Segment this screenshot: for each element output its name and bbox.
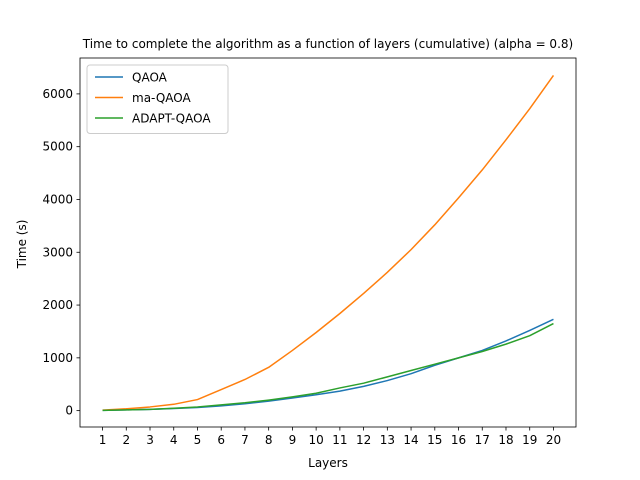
series-layer — [102, 74, 555, 412]
y-tick-label: 6000 — [42, 87, 73, 101]
x-tick-label: 4 — [170, 433, 178, 447]
legend: QAOA ma-QAOA ADAPT-QAOA — [86, 64, 229, 134]
legend-label-qaoa: QAOA — [132, 71, 168, 85]
y-axis: 0 1000 2000 3000 4000 5000 6000 — [42, 87, 80, 418]
x-tick-label: 10 — [308, 433, 323, 447]
legend-box — [86, 64, 229, 134]
x-tick-label: 2 — [122, 433, 130, 447]
x-tick-label: 6 — [217, 433, 225, 447]
y-tick-label: 4000 — [42, 192, 73, 206]
series-line-ma-qaoa — [102, 74, 555, 411]
x-tick-label: 7 — [241, 433, 249, 447]
y-tick-label: 0 — [65, 404, 73, 418]
x-tick-label: 15 — [427, 433, 442, 447]
x-tick-label: 12 — [356, 433, 371, 447]
x-tick-label: 17 — [475, 433, 490, 447]
series-line-qaoa — [102, 318, 554, 412]
x-axis: 1 2 3 4 5 6 7 8 9 10 11 12 13 14 15 16 17 18 19 20 — [99, 427, 561, 447]
plot-frame — [79, 57, 577, 428]
x-tick-label: 1 — [99, 433, 107, 447]
legend-label-adapt-qaoa: ADAPT-QAOA — [132, 112, 211, 126]
y-tick-label: 2000 — [42, 298, 73, 312]
x-tick-label: 19 — [522, 433, 537, 447]
y-axis-label: Time (s) — [15, 220, 29, 270]
chart-title: Time to complete the algorithm as a func… — [82, 37, 573, 51]
series-line-adapt-qaoa — [102, 322, 554, 412]
x-tick-label: 13 — [380, 433, 395, 447]
x-tick-label: 20 — [546, 433, 561, 447]
x-tick-label: 18 — [498, 433, 513, 447]
plot-area — [79, 57, 577, 428]
x-tick-label: 11 — [332, 433, 347, 447]
x-tick-label: 14 — [403, 433, 418, 447]
y-tick-label: 1000 — [42, 351, 73, 365]
y-tick-label: 5000 — [42, 140, 73, 154]
x-axis-label: Layers — [308, 456, 348, 470]
y-tick-label: 3000 — [42, 245, 73, 259]
x-tick-label: 16 — [451, 433, 466, 447]
x-tick-label: 8 — [265, 433, 273, 447]
legend-label-ma-qaoa: ma-QAOA — [132, 91, 191, 105]
x-tick-label: 5 — [194, 433, 202, 447]
x-tick-label: 3 — [146, 433, 154, 447]
x-tick-label: 9 — [289, 433, 297, 447]
